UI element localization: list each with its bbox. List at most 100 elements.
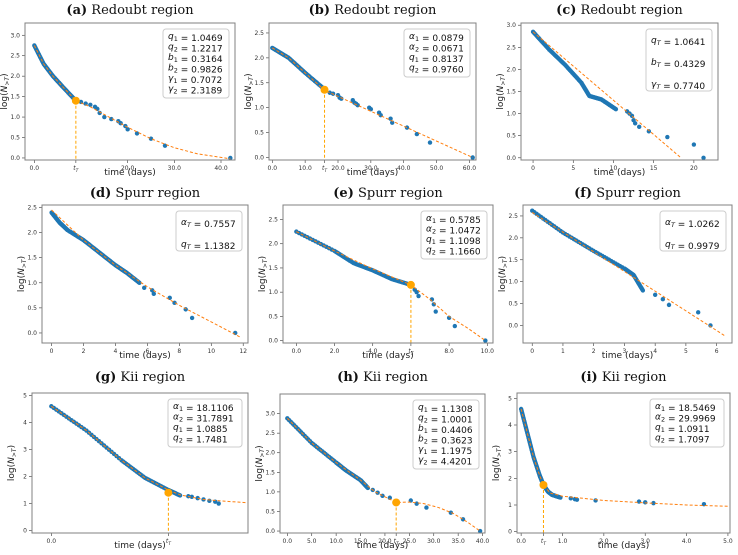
- x-tick-label: 40.0: [214, 165, 228, 172]
- legend-value: = 1.0469: [178, 34, 223, 44]
- transition-point: [71, 96, 80, 105]
- panel-title-text: Redoubt region: [581, 3, 684, 18]
- legend-value: = 1.1308: [428, 405, 473, 415]
- x-tick-label: 40.0: [476, 538, 490, 545]
- legend-value: = 1.7097: [665, 436, 710, 446]
- legend-entry: α2 = 1.0472: [426, 225, 481, 237]
- data-point: [632, 121, 638, 126]
- symbol: q: [665, 240, 671, 250]
- legend-entry: qT = 1.1382: [181, 240, 235, 252]
- x-tick-label: 4.0: [682, 538, 692, 545]
- y-tick-label: 1.5: [27, 255, 37, 262]
- data-point: [388, 116, 393, 121]
- x-tick-label: tT: [73, 165, 79, 174]
- data-point: [701, 155, 706, 160]
- subscript: 2: [424, 438, 428, 446]
- x-tick-label: 12: [239, 348, 247, 355]
- data-point: [134, 131, 140, 136]
- symbol: γ: [418, 445, 424, 455]
- ylabel-var: N: [258, 268, 268, 275]
- y-axis-label: log(N>T): [17, 256, 28, 292]
- ylabel-post: ): [0, 73, 10, 77]
- panel-title-text: Redoubt region: [91, 3, 194, 18]
- data-point: [414, 289, 419, 295]
- y-tick-label: 1.5: [268, 265, 278, 272]
- ylabel-post: ): [498, 256, 508, 260]
- x-tick-label: 4: [653, 348, 657, 355]
- symbol: α: [409, 32, 415, 42]
- x-tick-label: 4: [114, 348, 118, 355]
- y-tick-label: 2.0: [10, 73, 20, 80]
- x-axis-label: time (days): [347, 168, 398, 178]
- panel-b: (b) Redoubt region 0.0 0.5 1.0 1.5 2.0 2.5 0.0 1…: [244, 3, 477, 178]
- symbol: t: [394, 538, 397, 545]
- x-tick-label: 2: [82, 348, 86, 355]
- x-tick-label: 0.0: [283, 538, 293, 545]
- data-point: [427, 140, 433, 145]
- subscript: T: [671, 243, 676, 251]
- data-point: [574, 497, 580, 502]
- legend-value: = 2.3189: [177, 87, 222, 97]
- data-point: [643, 500, 648, 505]
- fit-curve: [51, 209, 241, 338]
- x-tick-label: 0: [531, 165, 535, 172]
- x-tick-label: 10.0: [298, 165, 312, 172]
- subscript: T: [187, 221, 192, 229]
- y-tick-label: 1.0: [254, 105, 264, 112]
- panel-title-text: Kii region: [120, 370, 185, 385]
- y-tick-label: 3: [508, 449, 512, 456]
- subscript: T: [76, 168, 80, 174]
- ylabel-var: N: [496, 85, 506, 92]
- x-axis-label: time (days): [114, 541, 165, 551]
- symbol: α: [655, 402, 661, 412]
- legend-value: = 0.9826: [178, 66, 223, 76]
- x-tick-label: 30.0: [364, 165, 378, 172]
- axes-frame: [31, 392, 249, 534]
- y-tick-label: 2.5: [10, 53, 20, 60]
- y-tick-label: 2.0: [268, 241, 278, 248]
- symbol: b: [168, 53, 174, 63]
- legend-value: = 1.1660: [436, 248, 481, 258]
- panel-title: (a) Redoubt region: [66, 3, 194, 18]
- subscript: 1: [432, 217, 436, 225]
- symbol: γ: [651, 80, 657, 90]
- subscript: T: [324, 168, 328, 174]
- x-tick-label: 35.0: [451, 538, 465, 545]
- symbol: q: [426, 246, 432, 256]
- data-point: [137, 280, 142, 285]
- symbol: t: [322, 165, 325, 172]
- legend-value: = 1.1098: [436, 237, 481, 247]
- ylabel-var: N: [498, 268, 508, 275]
- ylabel-pre: log(: [492, 464, 502, 481]
- subscript: 2: [661, 437, 665, 445]
- y-tick-label: 0: [508, 529, 512, 536]
- y-tick-label: 1: [508, 502, 512, 509]
- legend-entry: α2 = 31.7891: [173, 413, 234, 425]
- legend-entry: α1 = 18.5469: [655, 402, 716, 414]
- data-point: [433, 309, 438, 314]
- ylabel-sub: >T: [4, 76, 11, 86]
- ylabel-pre: log(: [498, 275, 508, 292]
- y-tick-label: 2.5: [268, 217, 278, 224]
- panel-title-text: Kii region: [602, 370, 667, 385]
- panel-a: (a) Redoubt region 0.0 0.5 1.0 1.5 2.0 2.5 3.0 0…: [0, 3, 236, 178]
- legend-value: = 0.3623: [428, 437, 473, 447]
- data-point: [666, 302, 672, 308]
- panel-title: (h) Kii region: [337, 370, 428, 385]
- x-tick-label: 6: [715, 348, 719, 355]
- data-point: [102, 114, 107, 120]
- fit-curve: [272, 47, 473, 158]
- panel-title: (f) Spurr region: [574, 186, 681, 201]
- x-tick-label: 40.0: [397, 165, 411, 172]
- panel-d: (d) Spurr region 0.0 0.5 1.0 1.5 2.0 2.5 0 2 4 6 8 1…: [17, 186, 249, 361]
- panel-letter: (a): [66, 3, 87, 18]
- y-tick-label: 2.0: [27, 230, 37, 237]
- y-tick-label: 1.5: [10, 94, 20, 101]
- axes-frame: [41, 204, 249, 344]
- panel-letter: (f): [574, 186, 592, 201]
- symbol: t: [408, 348, 411, 355]
- legend-box: [412, 399, 480, 470]
- x-tick-label: tT: [541, 538, 547, 547]
- y-tick-label: 2.0: [508, 235, 518, 242]
